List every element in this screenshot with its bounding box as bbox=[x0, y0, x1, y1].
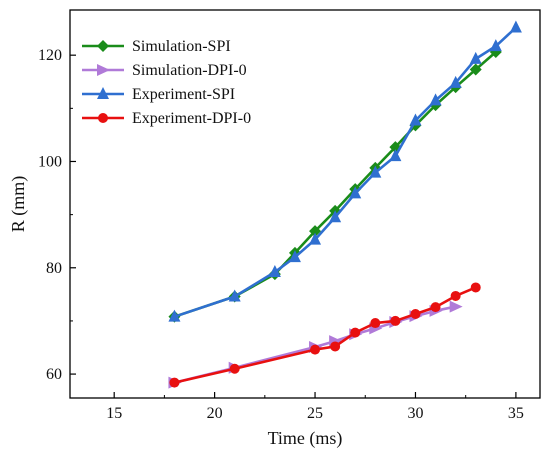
data-point bbox=[330, 341, 341, 352]
data-point bbox=[349, 186, 362, 199]
y-tick-label: 60 bbox=[46, 366, 62, 383]
legend-marker bbox=[97, 64, 110, 76]
x-tick-label: 20 bbox=[207, 405, 223, 422]
data-point bbox=[450, 290, 461, 301]
data-point bbox=[389, 149, 402, 162]
data-point bbox=[310, 344, 321, 355]
axes: 15 20 25 30 35 60 80 100 120 bbox=[38, 9, 541, 422]
data-point bbox=[410, 309, 421, 320]
data-point bbox=[229, 363, 240, 374]
legend-label: Simulation-SPI bbox=[132, 38, 231, 55]
data-point bbox=[350, 327, 361, 338]
series-line bbox=[174, 305, 456, 384]
data-point bbox=[268, 265, 281, 278]
data-point bbox=[469, 63, 482, 76]
data-point bbox=[169, 377, 180, 388]
legend-item: Simulation-SPI bbox=[82, 38, 231, 55]
data-point bbox=[329, 210, 342, 223]
x-tick-label: 25 bbox=[307, 405, 323, 422]
series-2 bbox=[168, 20, 522, 322]
data-point bbox=[429, 93, 442, 106]
x-tick-label: 15 bbox=[106, 405, 122, 422]
legend-label: Simulation-DPI-0 bbox=[132, 62, 247, 79]
legend-marker bbox=[97, 87, 109, 99]
y-tick-label: 120 bbox=[38, 47, 62, 64]
legend-item: Experiment-DPI-0 bbox=[82, 110, 251, 127]
y-tick-label: 80 bbox=[46, 260, 62, 277]
legend-label: Experiment-SPI bbox=[132, 86, 235, 103]
data-point bbox=[168, 309, 181, 322]
y-axis-label: R (mm) bbox=[8, 176, 29, 233]
x-axis-label: Time (ms) bbox=[268, 428, 343, 449]
legend-item: Experiment-SPI bbox=[82, 86, 235, 103]
series-layer bbox=[168, 20, 522, 389]
data-point bbox=[449, 75, 462, 88]
plot-frame bbox=[69, 9, 541, 399]
data-point bbox=[390, 315, 401, 326]
legend-item: Simulation-DPI-0 bbox=[82, 62, 247, 79]
data-point bbox=[309, 225, 322, 238]
data-point bbox=[228, 289, 241, 302]
data-point bbox=[469, 51, 482, 64]
series-3 bbox=[169, 282, 481, 388]
data-point bbox=[430, 302, 441, 313]
data-point bbox=[489, 39, 502, 52]
data-point bbox=[449, 300, 463, 313]
data-point bbox=[470, 282, 481, 293]
legend: Simulation-SPI Simulation-DPI-0 Experiment… bbox=[82, 38, 251, 127]
data-point bbox=[309, 232, 322, 245]
legend-marker bbox=[97, 40, 109, 52]
data-point bbox=[369, 165, 382, 178]
data-point bbox=[370, 318, 381, 329]
data-point bbox=[288, 250, 301, 263]
legend-marker bbox=[98, 113, 108, 123]
data-point bbox=[409, 113, 422, 126]
x-tick-label: 30 bbox=[407, 405, 423, 422]
y-tick-label: 100 bbox=[38, 153, 62, 170]
x-tick-label: 35 bbox=[508, 405, 524, 422]
data-point bbox=[509, 20, 522, 33]
legend-label: Experiment-DPI-0 bbox=[132, 110, 251, 127]
